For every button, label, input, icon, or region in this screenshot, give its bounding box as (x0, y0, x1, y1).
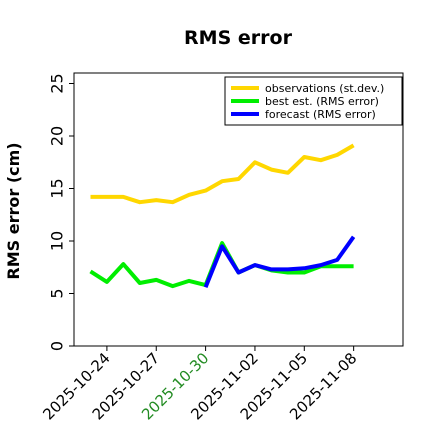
y-tick-label-0: 0 (48, 341, 67, 351)
legend: observations (st.dev.) best est. (RMS er… (224, 76, 403, 126)
legend-label-observations: observations (st.dev.) (265, 82, 384, 95)
series-line-1 (89, 241, 354, 289)
y-tick-label-2: 10 (48, 231, 67, 251)
axes-frame (73, 72, 404, 347)
y-tick-label-5: 25 (48, 73, 67, 93)
legend-label-forecast: forecast (RMS error) (265, 108, 376, 121)
chart-title: RMS error (184, 27, 293, 49)
plot-area: 05101520252025-10-242025-10-272025-10-30… (39, 72, 404, 423)
y-tick-label-1: 5 (48, 288, 67, 298)
legend-label-best-estimate: best est. (RMS error) (265, 95, 379, 108)
y-tick-label-3: 15 (48, 178, 67, 198)
y-axis-label: RMS error (cm) (4, 142, 23, 279)
y-tick-label-4: 20 (48, 126, 67, 146)
series-line-2 (203, 235, 356, 288)
series-line-0 (90, 143, 355, 205)
